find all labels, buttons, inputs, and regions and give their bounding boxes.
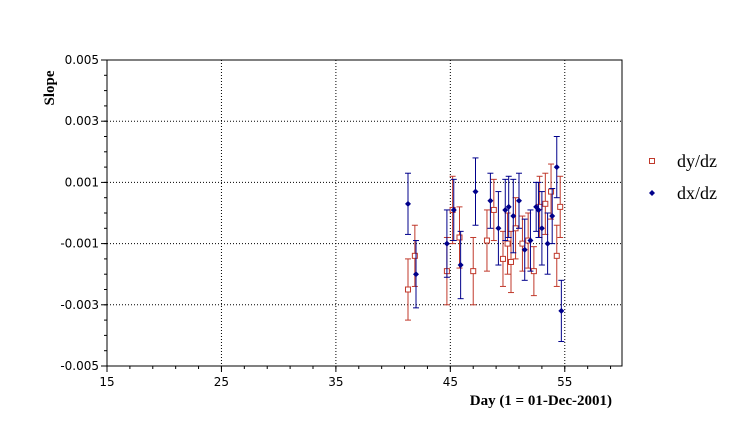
legend-marker-dy-dz	[649, 158, 655, 164]
data-point	[404, 200, 411, 207]
y-tick-label: -0.001	[60, 237, 99, 251]
data-point	[490, 206, 497, 213]
data-point	[457, 262, 464, 269]
data-point	[519, 240, 526, 247]
legend-label: dx/dz	[677, 183, 717, 203]
data-point	[470, 268, 477, 275]
data-point	[404, 286, 411, 293]
data-point	[521, 246, 528, 253]
y-tick-label: -0.003	[60, 298, 99, 312]
y-tick-label: 0.005	[65, 53, 99, 67]
data-point	[487, 197, 494, 204]
data-point	[558, 307, 565, 314]
x-tick-label: 45	[443, 375, 458, 389]
x-tick-label: 15	[99, 375, 114, 389]
data-point	[548, 188, 555, 195]
data-point	[505, 203, 512, 210]
y-axis-title: Slope	[42, 70, 58, 105]
data-point	[557, 203, 564, 210]
data-point	[542, 200, 549, 207]
data-point	[483, 237, 490, 244]
data-point	[450, 206, 457, 213]
data-point	[411, 252, 418, 259]
data-point	[553, 252, 560, 259]
data-point	[549, 213, 556, 220]
data-point	[538, 225, 545, 232]
data-point	[516, 197, 522, 204]
data-point	[495, 225, 502, 232]
data-point	[510, 213, 517, 220]
x-tick-label: 25	[214, 375, 229, 389]
data-point	[535, 206, 542, 213]
x-tick-label: 55	[557, 375, 572, 389]
legend-marker-dx-dz	[649, 190, 655, 196]
data-point	[443, 240, 450, 247]
axis-ticks	[101, 59, 612, 372]
y-tick-label: -0.005	[60, 359, 99, 373]
data-point	[507, 258, 514, 265]
data-point	[499, 255, 506, 262]
data-point	[544, 240, 551, 247]
x-axis-title: Day (1 = 01-Dec-2001)	[470, 393, 612, 409]
data-point	[413, 271, 419, 278]
x-tick-label: 35	[328, 375, 343, 389]
data-point	[502, 206, 509, 213]
y-tick-label: 0.001	[65, 175, 99, 189]
legend: dy/dz dx/dz	[649, 151, 717, 203]
data-point	[456, 234, 463, 241]
data-point	[472, 188, 479, 195]
data-point	[527, 237, 534, 244]
x-tick-labels: 15 25 35 45 55	[99, 375, 572, 389]
data-point	[504, 240, 511, 247]
y-tick-labels: -0.005 -0.003 -0.001 0.001 0.003 0.005	[60, 53, 99, 373]
data-point	[553, 164, 560, 171]
data-series	[404, 136, 565, 343]
y-tick-label: 0.003	[65, 114, 99, 128]
legend-label: dy/dz	[677, 151, 717, 171]
series-dx-dz	[404, 136, 565, 343]
